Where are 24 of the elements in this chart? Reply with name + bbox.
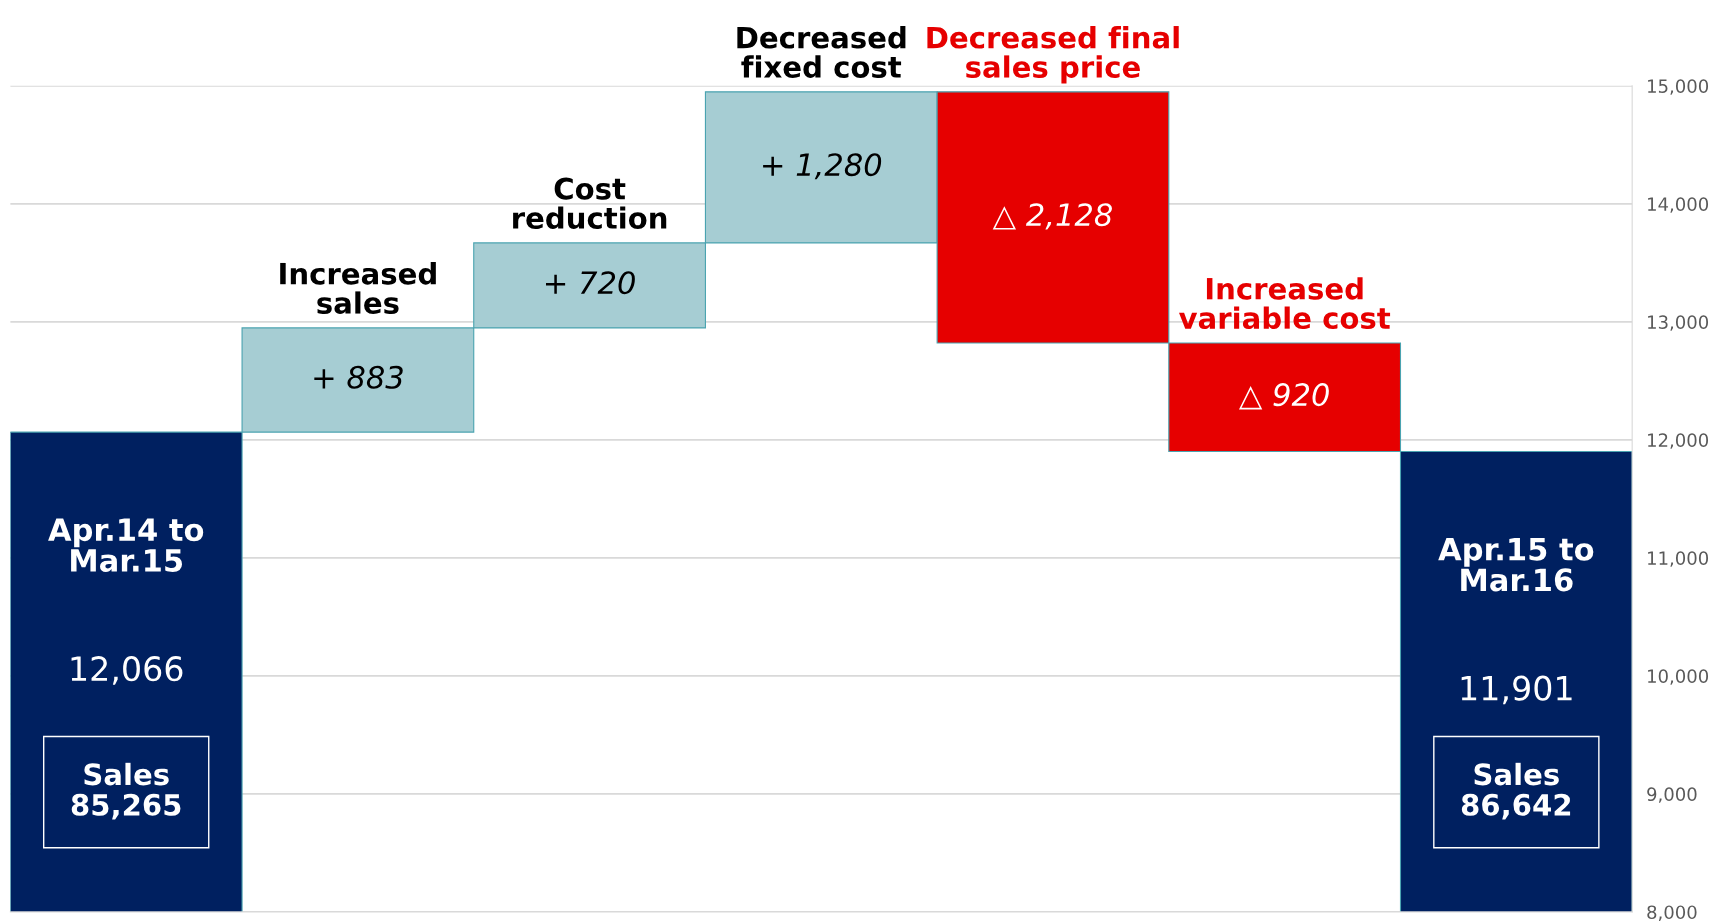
y-tick-label: 9,000 bbox=[1647, 787, 1697, 803]
y-tick-label: 14,000 bbox=[1648, 197, 1709, 213]
data-label: + 1,280 bbox=[763, 153, 882, 180]
x-tick-label: Increased sales bbox=[280, 262, 436, 314]
annotation: Sales 85,265 bbox=[71, 762, 181, 820]
annotation: Sales 86,642 bbox=[1461, 762, 1571, 820]
y-tick-label: 13,000 bbox=[1648, 315, 1709, 331]
y-tick-label: 11,000 bbox=[1648, 551, 1709, 567]
data-label: △ 2,128 bbox=[992, 203, 1112, 230]
data-label: 12,066 bbox=[71, 656, 183, 685]
x-tick-label: Increased variable cost bbox=[1178, 277, 1391, 330]
y-tick-label: 8,000 bbox=[1647, 905, 1697, 921]
x-tick-label: Decreased final sales price bbox=[927, 26, 1179, 84]
data-label: + 883 bbox=[314, 365, 403, 389]
x-tick-label: Apr.14 to Mar.15 bbox=[48, 518, 204, 572]
x-tick-label: Cost reduction bbox=[513, 177, 667, 229]
x-tick-label: Apr.15 to Mar.16 bbox=[1438, 538, 1594, 592]
data-label: △ 920 bbox=[1238, 383, 1329, 410]
y-tick-label: 15,000 bbox=[1648, 79, 1709, 95]
y-tick-label: 10,000 bbox=[1648, 669, 1709, 685]
x-tick-label: Decreased fixed cost bbox=[737, 26, 906, 78]
y-tick-label: 12,000 bbox=[1648, 433, 1709, 449]
data-label: + 720 bbox=[546, 271, 635, 295]
data-label: 11,901 bbox=[1461, 675, 1572, 705]
